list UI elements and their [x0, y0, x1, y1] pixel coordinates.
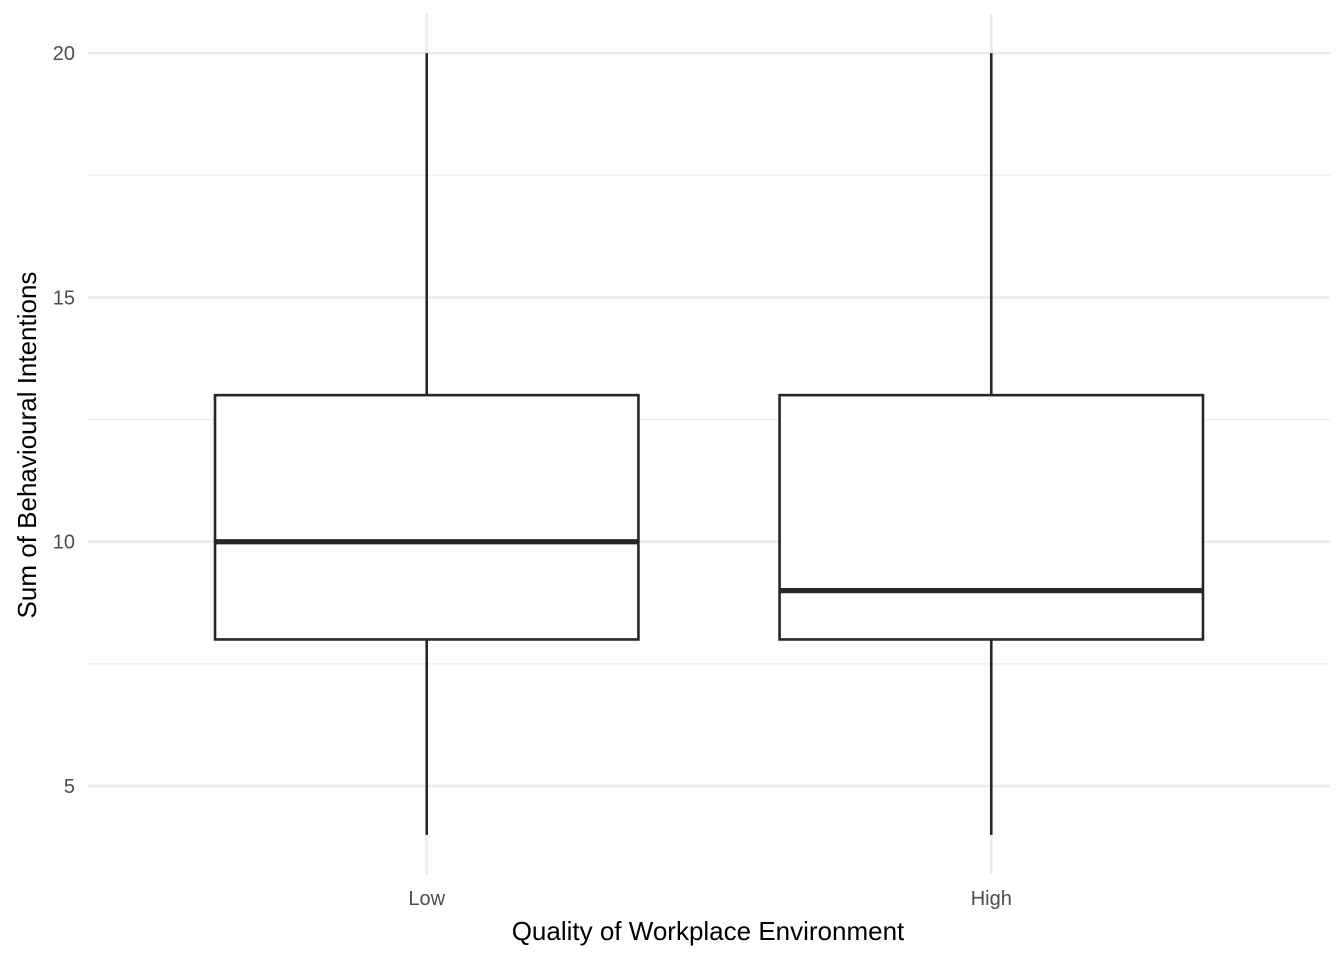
boxes-layer	[213, 53, 1205, 835]
x-axis-title: Quality of Workplace Environment	[512, 916, 905, 946]
box-body	[778, 393, 1205, 641]
box-high	[778, 53, 1205, 835]
x-tick-labels: Low High	[408, 888, 1011, 910]
y-tick-label: 5	[64, 776, 75, 798]
y-tick-label: 20	[53, 43, 75, 65]
x-tick-label: High	[971, 888, 1012, 910]
y-tick-label: 15	[53, 287, 75, 309]
box-low	[213, 53, 640, 835]
y-axis-title: Sum of Behavioural Intentions	[12, 272, 42, 619]
box-body	[213, 393, 640, 641]
y-tick-label: 10	[53, 532, 75, 554]
y-tick-labels: 5 10 15 20	[53, 43, 75, 798]
x-tick-label: Low	[408, 888, 445, 910]
